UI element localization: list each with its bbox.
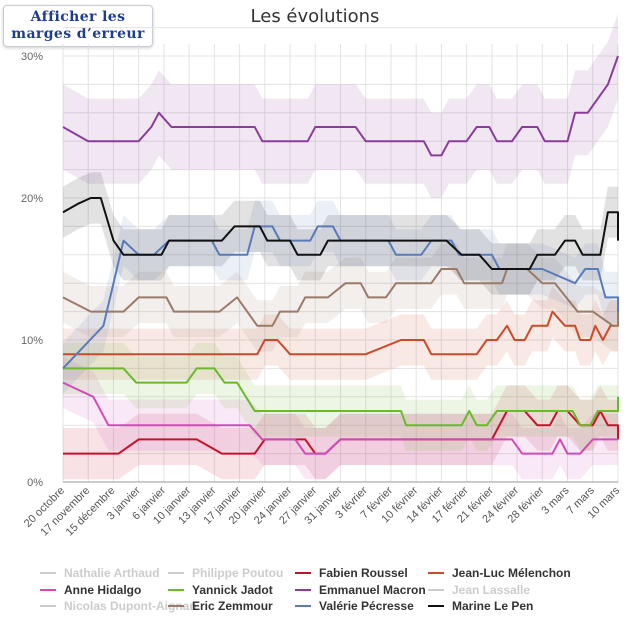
series-line-jean-luc-m-lenchon [63,310,619,356]
legend-item[interactable]: Eric Zemmour [168,599,273,613]
legend-swatch [168,572,184,574]
legend-swatch [40,572,56,574]
series-line-marine-le-pen [62,197,619,270]
legend-item[interactable]: Jean Lassalle [428,583,530,597]
error-band [63,385,618,480]
legend-item[interactable]: Fabien Roussel [295,566,408,580]
legend-label: Nathalie Arthaud [64,566,160,580]
legend-label: Philippe Poutou [192,566,284,580]
legend-item[interactable]: Jean-Luc Mélenchon [428,566,571,580]
legend-label: Fabien Roussel [319,566,408,580]
error-band [63,243,618,352]
legend-swatch [428,589,444,591]
legend-item[interactable]: Emmanuel Macron [295,583,426,597]
series-line-anne-hidalgo [62,381,618,455]
error-band [63,172,618,295]
series-line-val-rie-p-cresse [62,225,619,370]
legend-swatch [295,589,311,591]
legend-swatch [40,589,56,591]
series-line-yannick-jadot [63,367,619,427]
y-tick-label: 30% [21,51,43,63]
legend-item[interactable]: Anne Hidalgo [40,583,141,597]
legend-swatch [168,605,184,607]
show-error-margins-line2: marges d’erreur [11,26,145,42]
legend-label: Marine Le Pen [452,599,534,613]
legend-item[interactable]: Nathalie Arthaud [40,566,160,580]
series-line-emmanuel-macron [62,55,619,157]
y-tick-label: 20% [21,193,43,205]
error-band [63,357,618,480]
error-band [63,13,618,199]
error-band [63,342,618,451]
error-band [63,200,618,394]
legend-label: Anne Hidalgo [64,583,142,597]
legend-item[interactable]: Valérie Pécresse [295,599,414,613]
legend-label: Nicolas Dupont-Aignan [64,599,197,613]
legend-swatch [40,605,56,607]
y-tick-label: 10% [21,335,43,347]
chart-title: Les évolutions [250,6,380,27]
legend-item[interactable]: Yannick Jadot [168,583,273,597]
legend-swatch [428,572,444,574]
legend-swatch [428,605,444,607]
legend-label: Eric Zemmour [192,599,273,613]
error-band [63,286,618,380]
legend-label: Emmanuel Macron [319,583,426,597]
show-error-margins-line1: Afficher les [30,9,126,25]
legend-label: Valérie Pécresse [319,599,414,613]
show-error-margins-button[interactable]: Afficher les marges d’erreur [3,5,153,47]
legend-label: Jean Lassalle [452,583,531,597]
legend-item[interactable]: Nicolas Dupont-Aignan [40,599,197,613]
legend-label: Yannick Jadot [192,583,273,597]
legend-item[interactable]: Marine Le Pen [428,599,533,613]
legend-swatch [295,572,311,574]
legend-swatch [295,605,311,607]
y-tick-label: 0% [27,477,43,489]
legend-swatch [168,589,184,591]
series-line-eric-zemmour [62,268,619,327]
legend-label: Jean-Luc Mélenchon [452,566,571,580]
legend-item[interactable]: Philippe Poutou [168,566,283,580]
